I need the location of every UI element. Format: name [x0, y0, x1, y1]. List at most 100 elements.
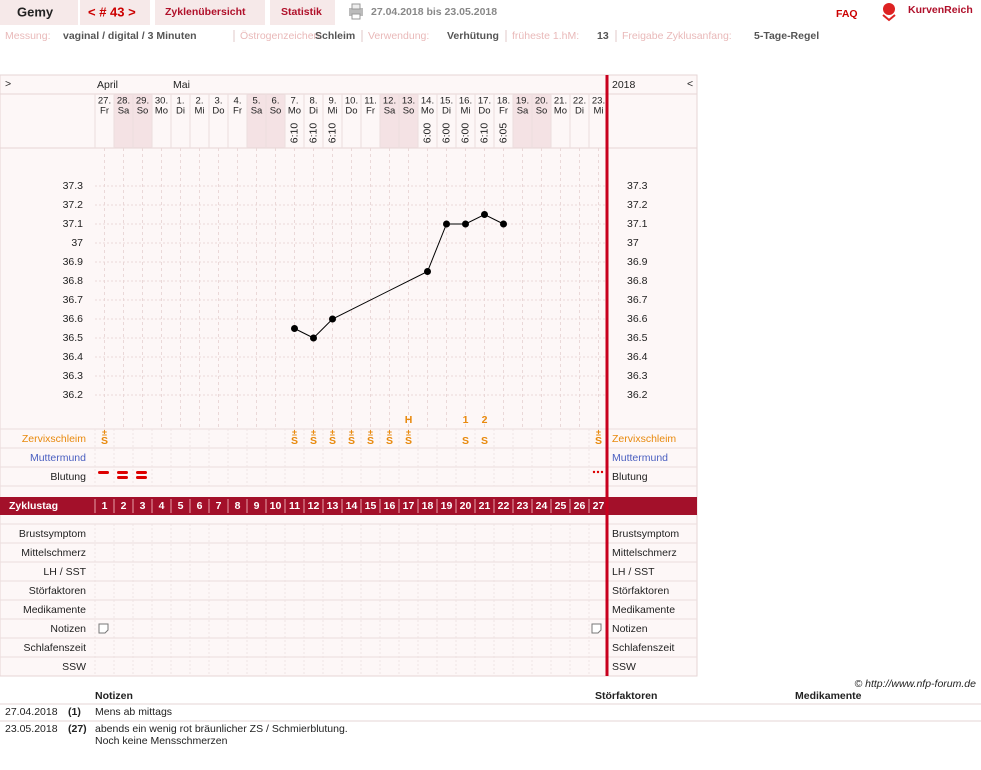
x-tick-label: 20 [460, 500, 472, 512]
y-tick-label: 36.9 [627, 256, 648, 268]
day-number: 12. [383, 96, 396, 107]
temperature-point [462, 220, 469, 228]
notes-table: Notizen Störfaktoren Medikamente 27.04.2018… [0, 690, 981, 747]
weekend-shade [247, 94, 266, 148]
temperature-line [294, 213, 504, 339]
x-tick-label: 15 [365, 500, 377, 512]
setting-label: früheste 1.hM: [512, 30, 579, 42]
day-number: 21. [554, 96, 567, 107]
y-tick-label: 36.6 [63, 313, 84, 325]
weekday: So [137, 106, 149, 117]
nav-left[interactable]: > [5, 78, 11, 90]
day-number: 4. [234, 96, 242, 107]
x-tick-label: 21 [479, 500, 491, 512]
setting-value: 13 [597, 30, 609, 42]
weekday: So [536, 106, 548, 117]
row-label: Blutung [50, 471, 86, 483]
marker: H [405, 414, 413, 426]
weekend-shade [513, 94, 532, 148]
settings-bar: Messung: vaginal / digital / 3 Minuten Öst… [5, 30, 819, 42]
weekday: Sa [251, 106, 263, 117]
note-day: (1) [68, 706, 81, 718]
x-tick-label: 2 [121, 500, 127, 512]
day-number: 20. [535, 96, 548, 107]
setting-value: Verhütung [447, 30, 499, 42]
note-day: (27) [68, 723, 87, 735]
weekday: Di [442, 106, 451, 117]
row-label: Schlafenszeit [24, 642, 87, 654]
x-tick-label: 27 [593, 500, 605, 512]
y-tick-label: 36.4 [63, 351, 84, 363]
x-tick-label: 11 [289, 500, 300, 512]
mucus-symbol: S [329, 435, 336, 447]
notes-header: Medikamente [795, 690, 862, 702]
temperature-point [291, 325, 298, 332]
tab[interactable] [155, 0, 265, 25]
cycle-nav[interactable]: < # 43 > [88, 4, 136, 19]
day-number: 29. [136, 96, 149, 107]
y-tick-label: 37.3 [63, 180, 84, 192]
weekday: Fr [233, 106, 242, 117]
y-tick-label: 36.2 [63, 389, 84, 401]
mucus-symbol: S [367, 435, 374, 447]
measure-time: 6:00 [421, 123, 433, 144]
setting-label: Östrogenzeichen: [240, 30, 322, 42]
day-number: 22. [573, 96, 586, 107]
nav-tab[interactable] [80, 0, 150, 25]
weekday: Di [575, 106, 584, 117]
x-tick-label: 24 [536, 500, 548, 512]
y-tick-label: 37.2 [63, 199, 84, 211]
note-date: 27.04.2018 [5, 706, 58, 718]
temperature-point [329, 315, 336, 323]
faq-link[interactable]: FAQ [836, 8, 858, 20]
x-tick-label: 13 [327, 500, 339, 512]
month-label: Mai [173, 79, 190, 91]
row-label: Notizen [50, 623, 86, 635]
weekday: Mi [327, 106, 337, 117]
logo[interactable]: KurvenReich [908, 4, 973, 16]
x-tick-label: 19 [441, 500, 453, 512]
mucus-sup: ± [102, 427, 107, 437]
weekday: Sa [118, 106, 130, 117]
row-label: Störfaktoren [612, 585, 669, 597]
row-label: Muttermund [612, 452, 668, 464]
x-tick-label: 23 [517, 500, 529, 512]
row-label: SSW [612, 661, 636, 673]
note-icons[interactable] [98, 623, 602, 634]
x-tick-label: 5 [178, 500, 184, 512]
mucus-sup: ± [292, 427, 297, 437]
row-label: LH / SST [43, 566, 86, 578]
y-tick-label: 37.1 [627, 218, 648, 230]
tab-label[interactable]: Statistik [281, 6, 322, 18]
row-label: LH / SST [612, 566, 655, 578]
day-number: 14. [421, 96, 434, 107]
weekend-shade [532, 94, 551, 148]
weekday: Mo [554, 106, 567, 117]
printer-icon[interactable] [349, 3, 363, 20]
nav-right[interactable]: < [687, 78, 693, 90]
mucus-sup: ± [349, 427, 354, 437]
weekend-shade [114, 94, 133, 148]
weekday: Sa [384, 106, 396, 117]
measure-time: 6:10 [326, 123, 338, 144]
day-number: 15. [440, 96, 453, 107]
mucus-symbol: S [348, 435, 355, 447]
row-label: Medikamente [612, 604, 675, 616]
month-label: April [97, 79, 118, 91]
tab[interactable] [270, 0, 335, 25]
weekday: Fr [366, 106, 375, 117]
weekday: Do [478, 106, 490, 117]
weekday: Mi [194, 106, 204, 117]
weekend-shade [380, 94, 399, 148]
x-tick-label: 10 [270, 500, 282, 512]
day-number: 23. [592, 96, 605, 107]
mucus-sup: ± [387, 427, 392, 437]
tab-label[interactable]: Zyklenübersicht [165, 6, 246, 18]
measure-time: 6:00 [459, 123, 471, 144]
y-tick-label: 36.2 [627, 389, 648, 401]
day-number: 17. [478, 96, 491, 107]
weekday: Mo [155, 106, 168, 117]
day-number: 16. [459, 96, 472, 107]
row-label: SSW [62, 661, 86, 673]
